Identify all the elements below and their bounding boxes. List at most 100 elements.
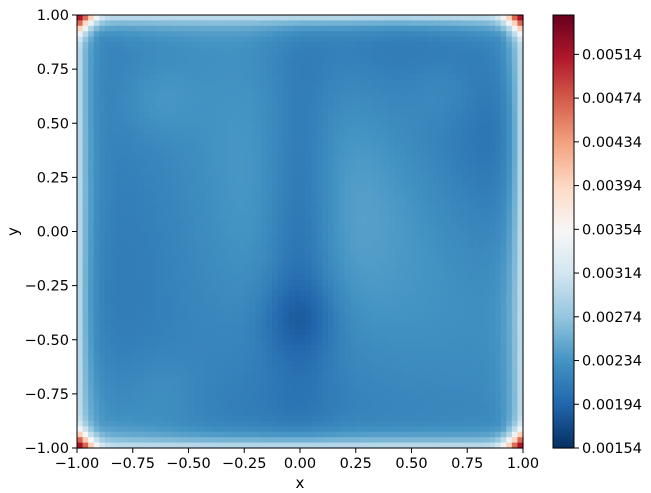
- heatmap-cell: [104, 74, 112, 81]
- heatmap-cell: [483, 69, 491, 76]
- heatmap-cell: [428, 36, 435, 43]
- heatmap-cell: [283, 112, 290, 119]
- heatmap-cell: [194, 47, 201, 54]
- heatmap-cell: [467, 296, 474, 303]
- heatmap-cell: [149, 90, 156, 97]
- heatmap-cell: [160, 188, 167, 195]
- heatmap-cell: [417, 199, 424, 206]
- heatmap-cell: [121, 269, 128, 276]
- heatmap-cell: [517, 247, 524, 254]
- heatmap-cell: [394, 199, 401, 206]
- heatmap-cell: [188, 280, 195, 287]
- heatmap-cell: [467, 166, 474, 173]
- heatmap-cell: [316, 171, 323, 178]
- heatmap-cell: [155, 74, 162, 81]
- heatmap-cell: [339, 96, 346, 103]
- heatmap-cell: [333, 155, 340, 162]
- heatmap-cell: [472, 117, 479, 124]
- heatmap-cell: [344, 345, 351, 352]
- heatmap-cell: [143, 63, 151, 70]
- heatmap-cell: [283, 226, 290, 233]
- heatmap-cell: [77, 312, 84, 319]
- heatmap-cell: [478, 79, 485, 86]
- heatmap-cell: [138, 231, 145, 238]
- heatmap-cell: [444, 199, 452, 206]
- heatmap-cell: [233, 236, 240, 243]
- heatmap-cell: [467, 144, 474, 151]
- heatmap-cell: [77, 350, 84, 357]
- heatmap-cell: [272, 215, 279, 222]
- heatmap-cell: [327, 69, 335, 76]
- heatmap-cell: [383, 155, 390, 162]
- heatmap-cell: [233, 63, 240, 70]
- heatmap-cell: [311, 188, 318, 195]
- heatmap-cell: [244, 85, 251, 92]
- heatmap-cell: [350, 31, 357, 38]
- heatmap-cell: [495, 269, 502, 276]
- heatmap-cell: [244, 155, 251, 162]
- heatmap-cell: [417, 20, 424, 27]
- heatmap-cell: [422, 182, 429, 189]
- heatmap-cell: [439, 236, 446, 243]
- heatmap-cell: [417, 150, 424, 157]
- heatmap-cell: [171, 150, 178, 157]
- heatmap-cell: [244, 269, 251, 276]
- heatmap-cell: [110, 285, 117, 292]
- heatmap-cell: [110, 334, 117, 341]
- heatmap-cell: [116, 318, 123, 325]
- heatmap-cell: [394, 150, 401, 157]
- heatmap-cell: [272, 253, 279, 260]
- heatmap-cell: [127, 112, 134, 119]
- heatmap-cell: [288, 25, 296, 32]
- heatmap-cell: [444, 63, 452, 70]
- heatmap-cell: [194, 107, 201, 114]
- heatmap-cell: [417, 204, 424, 211]
- heatmap-cell: [77, 69, 84, 76]
- heatmap-cell: [444, 31, 452, 38]
- heatmap-cell: [417, 42, 424, 49]
- heatmap-cell: [233, 112, 240, 119]
- heatmap-cell: [227, 188, 234, 195]
- heatmap-cell: [366, 231, 374, 238]
- heatmap-cell: [93, 258, 100, 265]
- heatmap-cell: [517, 345, 524, 352]
- heatmap-cell: [138, 31, 145, 38]
- heatmap-cell: [216, 220, 223, 227]
- heatmap-cell: [344, 101, 351, 108]
- heatmap-cell: [333, 177, 340, 184]
- heatmap-cell: [355, 144, 362, 151]
- heatmap-cell: [166, 323, 173, 330]
- heatmap-cell: [182, 312, 190, 319]
- heatmap-cell: [205, 155, 212, 162]
- heatmap-cell: [500, 134, 507, 141]
- heatmap-cell: [277, 123, 284, 130]
- heatmap-cell: [489, 177, 496, 184]
- heatmap-cell: [467, 269, 474, 276]
- heatmap-cell: [433, 312, 440, 319]
- heatmap-cell: [372, 177, 379, 184]
- heatmap-cell: [327, 177, 335, 184]
- heatmap-cell: [417, 301, 424, 308]
- heatmap-cell: [444, 209, 452, 216]
- heatmap-cell: [517, 307, 524, 314]
- heatmap-cell: [132, 85, 139, 92]
- heatmap-cell: [99, 117, 106, 124]
- heatmap-cell: [344, 199, 351, 206]
- heatmap-cell: [428, 236, 435, 243]
- heatmap-cell: [411, 85, 418, 92]
- heatmap-cell: [400, 134, 407, 141]
- heatmap-cell: [110, 74, 117, 81]
- heatmap-cell: [322, 79, 329, 86]
- heatmap-cell: [361, 36, 368, 43]
- heatmap-cell: [339, 323, 346, 330]
- heatmap-cell: [433, 258, 440, 265]
- heatmap-cell: [149, 47, 156, 54]
- heatmap-cell: [266, 274, 273, 281]
- heatmap-cell: [483, 74, 491, 81]
- heatmap-cell: [294, 85, 301, 92]
- heatmap-cell: [456, 263, 463, 270]
- heatmap-cell: [294, 263, 301, 270]
- heatmap-cell: [221, 101, 229, 108]
- heatmap-cell: [221, 112, 229, 119]
- heatmap-cell: [305, 274, 312, 281]
